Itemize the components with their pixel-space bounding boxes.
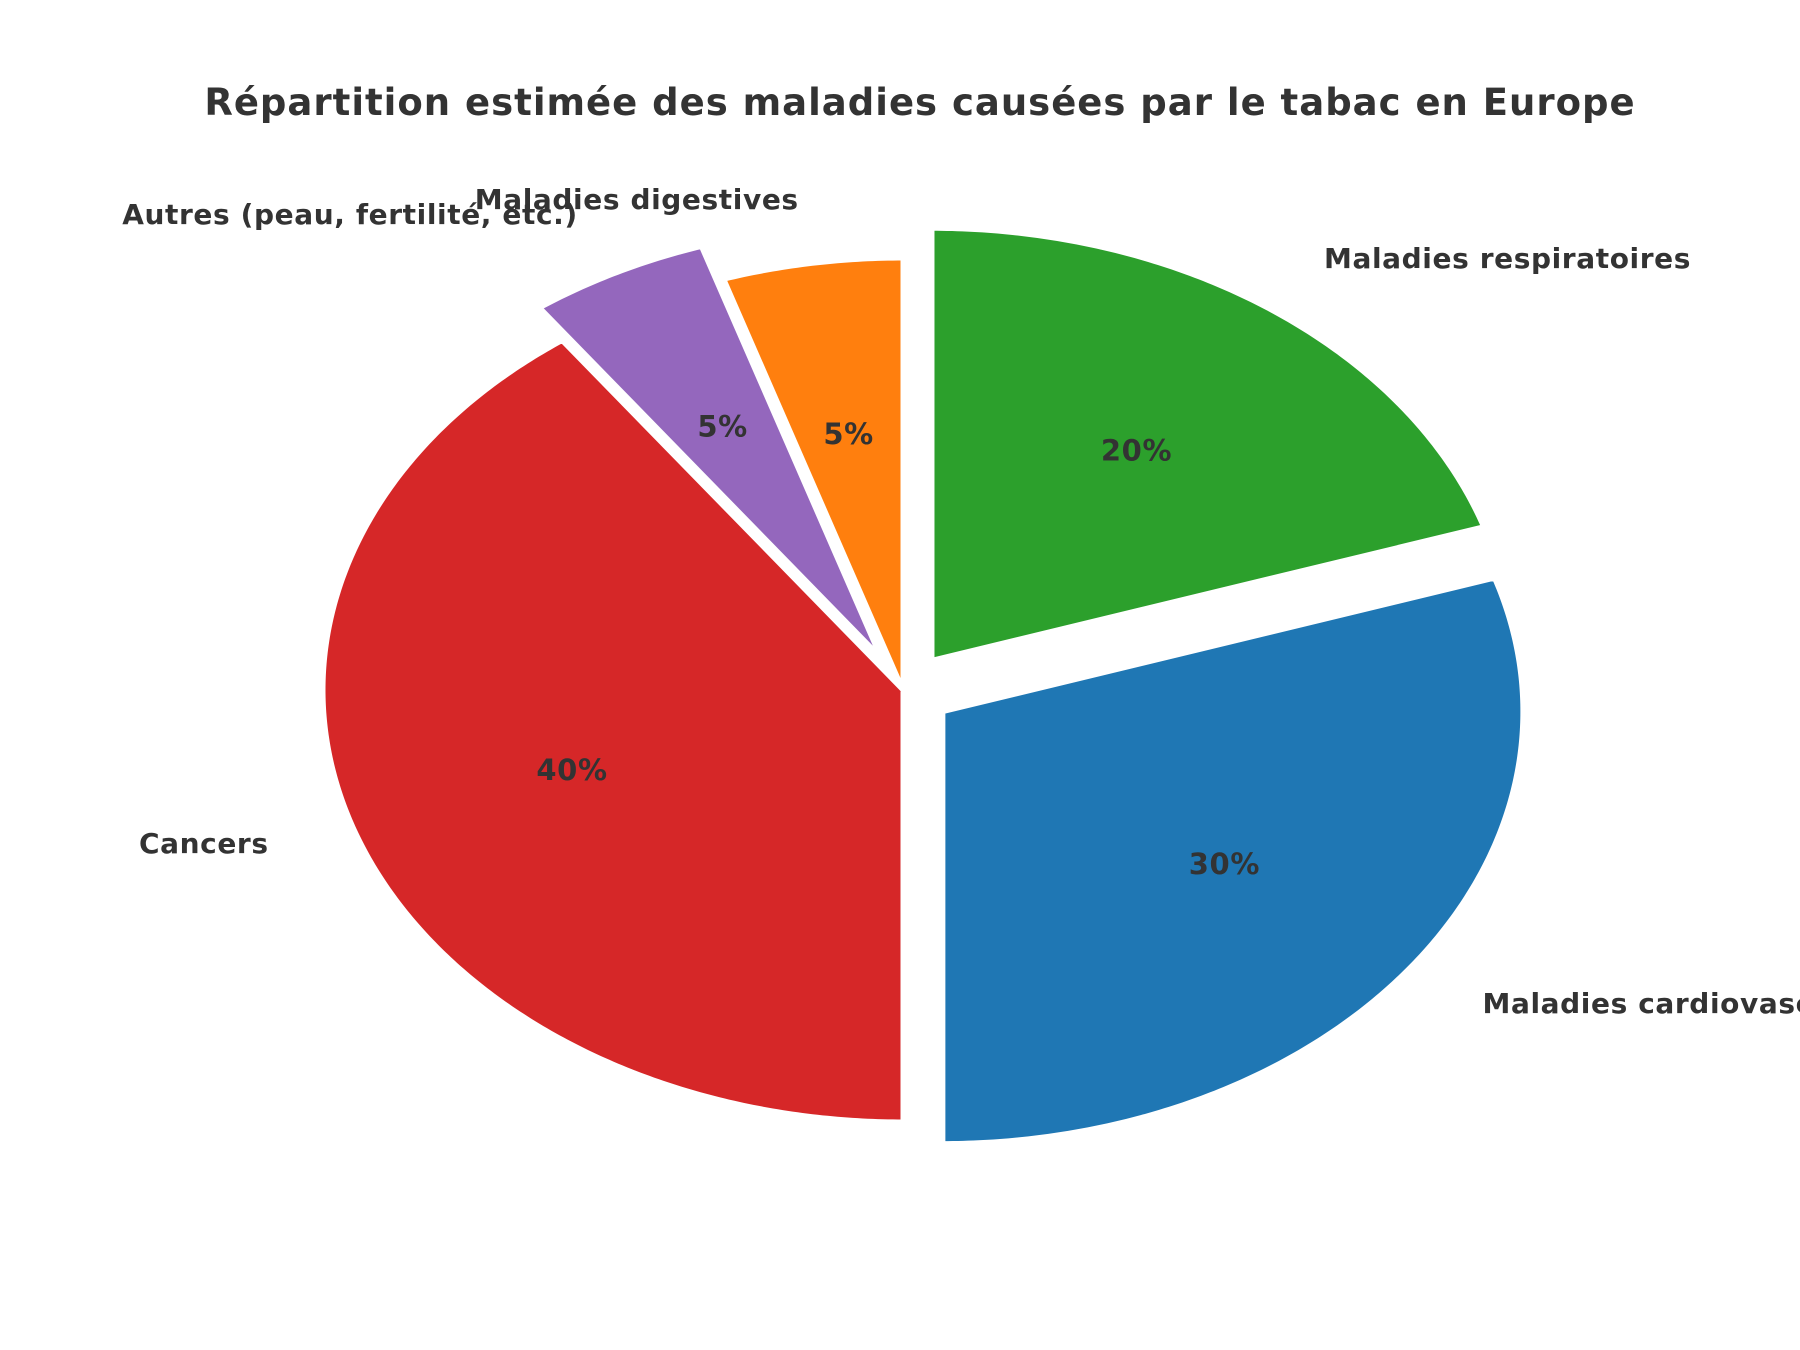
slice-label-cancers: Cancers xyxy=(139,827,269,860)
pie-slice-maladies-cardiovasculaires xyxy=(940,575,1526,1147)
pct-label-maladies-respiratoires: 20% xyxy=(1101,434,1172,468)
pct-label-maladies-cardiovasculaires: 30% xyxy=(1189,847,1260,881)
chart-title: Répartition estimée des maladies causées… xyxy=(204,81,1635,124)
slice-label-maladies-digestives: Maladies digestives xyxy=(475,183,799,216)
slice-label-maladies-respiratoires: Maladies respiratoires xyxy=(1324,242,1691,275)
pie-slice-cancers xyxy=(320,338,906,1125)
pie-slices xyxy=(320,225,1526,1147)
percentage-labels: 5% 5% 40% 30% 20% xyxy=(536,409,1260,881)
slice-label-autres-peau-fertilite-etc: Autres (peau, fertilité, etc.) xyxy=(122,198,578,231)
pct-label-cancers: 40% xyxy=(536,753,607,787)
pie-slice-maladies-digestives xyxy=(721,255,906,693)
pct-label-maladies-digestives: 5% xyxy=(823,417,873,451)
slice-label-maladies-cardiovasculaires: Maladies cardiovasculaires xyxy=(1483,987,1800,1020)
pie-slice-autres-peau-fertilite-etc xyxy=(537,243,884,660)
pct-label-autres-peau-fertilite-etc: 5% xyxy=(697,409,747,443)
pie-slice-maladies-respiratoires xyxy=(929,225,1487,663)
